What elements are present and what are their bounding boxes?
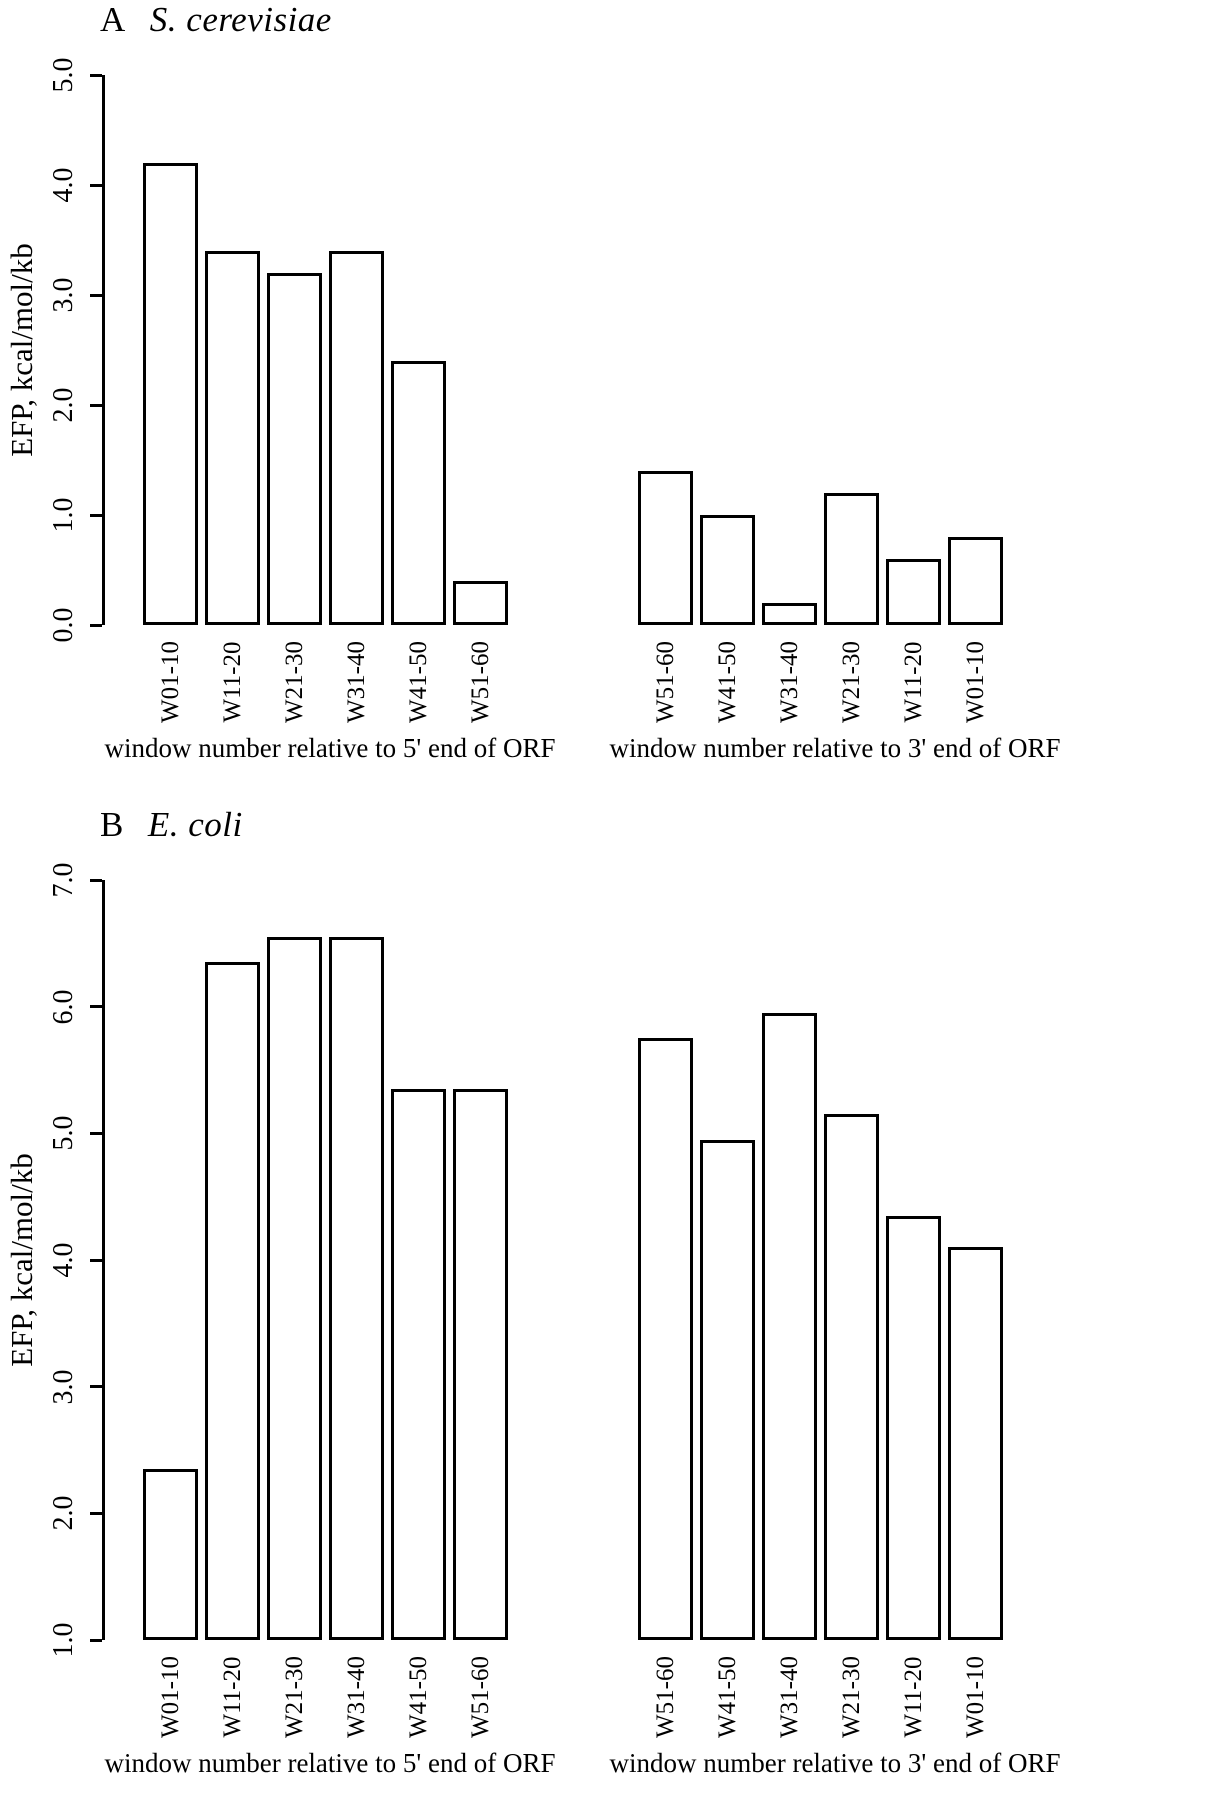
- y-tick-label: 3.0: [48, 277, 79, 313]
- y-axis-tick: [90, 1385, 102, 1389]
- bar-w31-40: [329, 937, 384, 1640]
- bar-w21-30: [267, 937, 322, 1640]
- panel-a-title: A S. cerevisiae: [100, 0, 332, 40]
- y-tick-label: 3.0: [48, 1369, 79, 1405]
- bar-w11-20: [205, 251, 260, 625]
- y-tick-label: 4.0: [48, 1242, 79, 1278]
- y-axis-tick: [90, 1638, 102, 1642]
- y-axis-tick: [90, 1131, 102, 1135]
- bar-w01-10: [948, 537, 1003, 625]
- x-tick-label: W31-40: [775, 1656, 803, 1738]
- y-axis-tick: [90, 878, 102, 882]
- x-tick-label: W01-10: [961, 641, 989, 723]
- x-tick-label: W11-20: [218, 1656, 246, 1738]
- bar-w41-50: [700, 515, 755, 625]
- x-tick-label: W41-50: [713, 641, 741, 723]
- panel-a-species-name: S. cerevisiae: [149, 0, 332, 39]
- bar-w01-10: [143, 163, 198, 625]
- x-tick-label: W11-20: [218, 641, 246, 723]
- bar-w51-60: [453, 1089, 508, 1640]
- y-axis-tick: [90, 73, 102, 77]
- bar-w21-30: [824, 1114, 879, 1640]
- bar-w01-10: [143, 1469, 198, 1640]
- y-axis-tick: [90, 1005, 102, 1009]
- x-tick-label: W31-40: [342, 641, 370, 723]
- y-axis-title: EFP, kcal/mol/kb: [4, 243, 39, 457]
- x-tick-label: W01-10: [156, 1656, 184, 1738]
- panel-b-label: B: [100, 805, 124, 844]
- bar-w51-60: [638, 471, 693, 625]
- x-axis-title-3prime: window number relative to 3' end of ORF: [609, 733, 1061, 763]
- x-axis-title-3prime: window number relative to 3' end of ORF: [609, 1748, 1061, 1778]
- x-tick-label: W51-60: [466, 1656, 494, 1738]
- y-axis-tick: [90, 293, 102, 297]
- x-tick-label: W01-10: [961, 1656, 989, 1738]
- bar-w31-40: [762, 1013, 817, 1640]
- y-tick-label: 1.0: [48, 1622, 79, 1658]
- y-axis-line: [102, 880, 105, 1640]
- x-tick-label: W21-30: [837, 1656, 865, 1738]
- x-tick-label: W21-30: [280, 1656, 308, 1738]
- bar-w11-20: [205, 962, 260, 1640]
- y-axis-line: [102, 75, 105, 625]
- panel-b-species-name: E. coli: [147, 805, 243, 844]
- bar-w31-40: [762, 603, 817, 625]
- bar-w21-30: [267, 273, 322, 625]
- x-axis-title-5prime: window number relative to 5' end of ORF: [104, 1748, 556, 1778]
- x-tick-label: W41-50: [713, 1656, 741, 1738]
- y-tick-label: 4.0: [48, 167, 79, 203]
- y-axis-title: EFP, kcal/mol/kb: [4, 1153, 39, 1367]
- bar-w41-50: [391, 361, 446, 625]
- panel-b-title: B E. coli: [100, 805, 243, 845]
- x-tick-label: W01-10: [156, 641, 184, 723]
- y-axis-tick: [90, 1258, 102, 1262]
- x-tick-label: W51-60: [651, 641, 679, 723]
- x-axis-title-5prime: window number relative to 5' end of ORF: [104, 733, 556, 763]
- x-tick-label: W21-30: [837, 641, 865, 723]
- bar-w11-20: [886, 1215, 941, 1640]
- x-tick-label: W11-20: [899, 641, 927, 723]
- bar-w41-50: [391, 1089, 446, 1640]
- bar-w41-50: [700, 1139, 755, 1640]
- bar-w51-60: [638, 1038, 693, 1640]
- bar-w21-30: [824, 493, 879, 625]
- x-tick-label: W31-40: [775, 641, 803, 723]
- x-tick-label: W51-60: [466, 641, 494, 723]
- y-tick-label: 5.0: [48, 1115, 79, 1151]
- panel-a-label: A: [100, 0, 126, 39]
- x-tick-label: W11-20: [899, 1656, 927, 1738]
- y-tick-label: 6.0: [48, 989, 79, 1025]
- y-tick-label: 2.0: [48, 1495, 79, 1531]
- y-tick-label: 2.0: [48, 387, 79, 423]
- y-axis-tick: [90, 403, 102, 407]
- x-tick-label: W21-30: [280, 641, 308, 723]
- x-tick-label: W51-60: [651, 1656, 679, 1738]
- x-tick-label: W41-50: [404, 1656, 432, 1738]
- y-axis-tick: [90, 623, 102, 627]
- bar-w51-60: [453, 581, 508, 625]
- bar-w01-10: [948, 1247, 1003, 1640]
- y-tick-label: 1.0: [48, 497, 79, 533]
- y-axis-tick: [90, 183, 102, 187]
- x-tick-label: W31-40: [342, 1656, 370, 1738]
- panel-b: B E. coli EFP, kcal/mol/kb window number …: [0, 800, 1224, 1800]
- y-axis-tick: [90, 513, 102, 517]
- y-tick-label: 5.0: [48, 57, 79, 93]
- y-tick-label: 7.0: [48, 862, 79, 898]
- y-tick-label: 0.0: [48, 607, 79, 643]
- bar-w31-40: [329, 251, 384, 625]
- bar-w11-20: [886, 559, 941, 625]
- y-axis-tick: [90, 1511, 102, 1515]
- panel-a: A S. cerevisiae EFP, kcal/mol/kb window n…: [0, 0, 1224, 800]
- x-tick-label: W41-50: [404, 641, 432, 723]
